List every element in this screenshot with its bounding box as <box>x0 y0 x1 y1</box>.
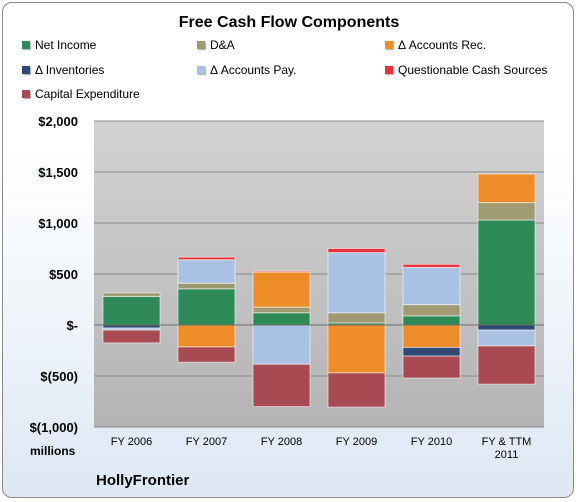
legend-item-delta-accounts-pay: Δ Accounts Pay. <box>197 63 297 77</box>
y-tick-label: $- <box>66 318 78 333</box>
y-tick-label: $500 <box>49 267 78 282</box>
bar-segment-danda <box>327 312 386 324</box>
bar-segment-delta-inventories <box>477 324 536 331</box>
y-tick-label: $1,500 <box>38 165 78 180</box>
bar-segment-questionable-cash-sources <box>177 256 236 261</box>
x-tick-label: FY 2010 <box>411 436 452 448</box>
y-tick-label: $(500) <box>40 369 78 384</box>
bar-segment-questionable-cash-sources <box>402 263 461 268</box>
bar-segment-questionable-cash-sources <box>252 270 311 273</box>
legend-label: D&A <box>210 38 235 52</box>
bar-segment-capital-expenditure <box>477 345 536 385</box>
y-tick-label: $2,000 <box>38 114 78 129</box>
legend-swatch <box>22 41 30 49</box>
bar-segment-danda <box>477 202 536 221</box>
bar-segment-capital-expenditure <box>177 346 236 363</box>
bar-segment-net-income <box>477 219 536 326</box>
company-label: HollyFrontier <box>96 472 190 489</box>
bar-segment-delta-accounts-rec <box>402 324 461 348</box>
x-tick-label: FY & TTM 2011 <box>482 436 532 461</box>
legend-label: Δ Accounts Rec. <box>398 38 487 52</box>
legend-item-capital-expenditure: Capital Expenditure <box>22 87 140 101</box>
legend-label: Δ Accounts Pay. <box>210 63 297 77</box>
legend-label: Capital Expenditure <box>35 87 140 101</box>
legend-swatch <box>197 66 205 74</box>
legend-label: Questionable Cash Sources <box>398 63 548 77</box>
legend-swatch <box>22 66 30 74</box>
bar-segment-danda <box>102 292 161 297</box>
bar-segment-delta-accounts-pay <box>177 259 236 284</box>
bar-segment-danda <box>402 304 461 317</box>
legend-swatch <box>197 41 205 49</box>
bar-segment-danda <box>252 306 311 314</box>
legend-item-delta-inventories: Δ Inventories <box>22 63 104 77</box>
bar-segment-delta-accounts-rec <box>327 324 386 374</box>
bar-segment-net-income <box>102 295 161 326</box>
bar-segment-delta-accounts-rec <box>177 324 236 348</box>
bar-segment-delta-accounts-pay <box>252 324 311 365</box>
legend-item-net-income: Net Income <box>22 38 96 52</box>
legend-label: Net Income <box>35 38 97 52</box>
bar-segment-delta-accounts-pay <box>477 329 536 347</box>
bar-segment-capital-expenditure <box>102 329 161 344</box>
legend-swatch <box>385 41 393 49</box>
bar-segment-delta-accounts-pay <box>402 266 461 306</box>
bar-segment-capital-expenditure <box>402 355 461 379</box>
chart-title: Free Cash Flow Components <box>178 14 400 31</box>
legend-item-delta-accounts-rec: Δ Accounts Rec. <box>385 38 486 52</box>
legend-item-questionable-cash-sources: Questionable Cash Sources <box>385 63 547 77</box>
bar-segment-delta-accounts-rec <box>477 173 536 204</box>
legend-swatch <box>385 66 393 74</box>
x-tick-label: FY 2008 <box>261 436 302 448</box>
bar-segment-net-income <box>252 312 311 326</box>
units-label: millions <box>30 444 76 458</box>
bar-segment-capital-expenditure <box>252 363 311 408</box>
bar-segment-delta-inventories <box>402 346 461 357</box>
legend-swatch <box>22 90 30 98</box>
bar-segment-delta-accounts-rec <box>252 271 311 308</box>
y-tick-label: $1,000 <box>38 216 78 231</box>
bar-segment-questionable-cash-sources <box>327 248 386 254</box>
bar-segment-net-income <box>402 315 461 326</box>
bar-segment-net-income <box>177 288 236 326</box>
bar-segment-danda <box>177 282 236 290</box>
x-tick-label: FY 2007 <box>186 436 227 448</box>
x-tick-label: FY 2006 <box>111 436 152 448</box>
bar-segment-capital-expenditure <box>327 372 386 408</box>
bar-segment-delta-accounts-pay <box>327 252 386 314</box>
y-tick-label: $(1,000) <box>30 420 78 435</box>
legend-item-danda: D&A <box>197 38 235 52</box>
x-tick-label: FY 2009 <box>336 436 377 448</box>
legend-label: Δ Inventories <box>35 63 105 77</box>
